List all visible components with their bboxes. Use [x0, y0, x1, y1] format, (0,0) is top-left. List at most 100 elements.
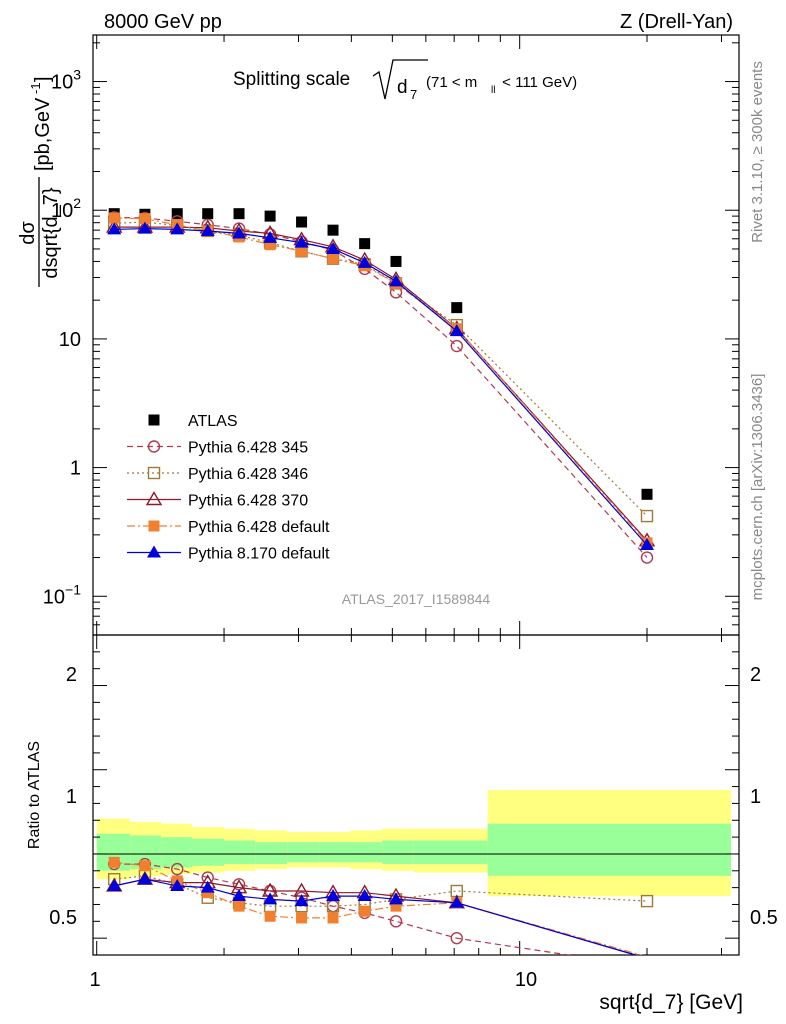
- series-line-pythia-6-428-345: [114, 216, 648, 558]
- title-range-sub: ll: [491, 85, 495, 96]
- y-label-denominator: dsqrt{d_7}: [40, 187, 62, 279]
- ratio-point-pythia-6-428-default-0: [108, 856, 120, 868]
- ratio-uncertainty-bands: [93, 789, 739, 897]
- band-green-3: [192, 838, 225, 866]
- ratio-point-pythia-8-170-default-6: [294, 894, 309, 907]
- legend-marker-pythia-6-428-default: [148, 520, 160, 532]
- plot-title: Splitting scale d 7 (71 < m ll < 111 GeV…: [233, 59, 577, 102]
- ratio-point-pythia-6-428-346-11: [640, 894, 654, 908]
- title-sqrt-arg: d: [397, 77, 408, 98]
- ratio-point-pythia-8-170-default-9: [388, 892, 403, 905]
- ratio-point-pythia-6-428-345-9: [389, 915, 403, 928]
- series-pythia-8-170-default: [107, 221, 655, 551]
- title-text: Splitting scale: [233, 69, 350, 90]
- ratio-point-pythia-8-170-default-2: [170, 878, 185, 891]
- point-pythia-6-428-default-0: [108, 212, 120, 224]
- ratio-point-pythia-8-170-default-8: [357, 889, 372, 902]
- ratio-point-pythia-6-428-default-6: [296, 912, 308, 924]
- ratio-series-pythia-6-428-default: [108, 856, 644, 955]
- ratio-y-axis-label: Ratio to ATLAS: [26, 741, 43, 849]
- legend-entry-pythia-6-428-345: Pythia 6.428 345: [127, 440, 308, 457]
- ratio-point-pythia-8-170-default-3: [200, 880, 215, 893]
- ratio-point-pythia-8-170-default-1: [137, 872, 152, 885]
- ratio-line-pythia-8-170-default: [114, 878, 638, 955]
- legend-entry-pythia-6-428-default: Pythia 6.428 default: [127, 519, 330, 536]
- point-atlas-8: [359, 238, 371, 250]
- top-panel-series: [106, 208, 656, 564]
- legend-marker-pythia-6-428-370: [145, 491, 163, 506]
- y-label-numerator: dσ: [17, 221, 39, 245]
- ratio-point-pythia-6-428-default-3: [202, 887, 214, 899]
- legend-label-pythia-6-428-345: Pythia 6.428 345: [188, 440, 308, 457]
- ratio-point-pythia-6-428-default-1: [139, 860, 151, 872]
- point-atlas-4: [233, 208, 245, 220]
- ratio-right-tick-2: 2: [750, 664, 761, 686]
- legend-marker-atlas: [148, 414, 160, 426]
- legend-entry-pythia-6-428-346: Pythia 6.428 346: [127, 466, 308, 483]
- point-pythia-8-170-default-6: [294, 235, 309, 248]
- point-pythia-8-170-default-1: [137, 221, 152, 234]
- y-label-unit-end: ]: [32, 76, 54, 82]
- ratio-point-pythia-8-170-default-4: [232, 889, 247, 902]
- header-process: Z (Drell-Yan): [620, 11, 733, 33]
- top-y-tick-2: 10: [59, 329, 81, 351]
- point-atlas-11: [641, 488, 653, 500]
- ratio-point-pythia-6-428-default-7: [327, 912, 339, 924]
- band-green-2: [161, 837, 193, 868]
- ratio-point-pythia-8-170-default-10: [449, 895, 464, 908]
- legend-label-pythia-8-170-default: Pythia 8.170 default: [188, 546, 330, 563]
- point-pythia-6-428-345-10: [450, 339, 463, 353]
- ratio-left-tick-05: 0.5: [49, 907, 77, 929]
- analysis-watermark: ATLAS_2017_I1589844: [342, 591, 491, 607]
- legend-label-atlas: ATLAS: [188, 413, 238, 430]
- top-y-tick-3: 1: [70, 458, 81, 480]
- point-atlas-3: [202, 208, 214, 220]
- band-green-7: [318, 842, 351, 863]
- point-pythia-6-428-default-7: [327, 253, 339, 265]
- band-green-10: [413, 840, 488, 865]
- top-y-axis-label: dσ dsqrt{d_7} [pb,GeV -1 ]: [17, 76, 62, 287]
- legend-label-pythia-6-428-370: Pythia 6.428 370: [188, 493, 308, 510]
- point-atlas-10: [451, 302, 463, 314]
- band-green-6: [287, 842, 319, 863]
- point-pythia-8-170-default-2: [170, 222, 185, 235]
- legend-marker-pythia-6-428-346: [147, 466, 161, 480]
- point-pythia-8-170-default-8: [357, 255, 372, 268]
- point-pythia-8-170-default-7: [326, 241, 341, 254]
- legend-label-pythia-6-428-default: Pythia 6.428 default: [188, 519, 330, 536]
- point-atlas-7: [327, 224, 339, 236]
- point-pythia-8-170-default-3: [200, 223, 215, 236]
- point-pythia-8-170-default-4: [232, 226, 247, 239]
- band-green-5: [255, 842, 288, 865]
- header-energy: 8000 GeV pp: [104, 11, 222, 33]
- point-pythia-8-170-default-9: [388, 274, 403, 287]
- point-atlas-9: [390, 255, 402, 267]
- ratio-point-pythia-6-428-default-8: [359, 905, 371, 917]
- title-range-end: < 111 GeV): [498, 74, 577, 91]
- legend-entry-pythia-8-170-default: Pythia 8.170 default: [127, 545, 330, 563]
- point-pythia-6-428-346-11: [640, 509, 654, 523]
- ratio-point-pythia-6-428-345-10: [450, 931, 463, 945]
- ratio-line-pythia-6-428-345: [114, 863, 573, 955]
- x-tick-10: 10: [515, 969, 537, 991]
- rivet-label: Rivet 3.1.10, ≥ 300k events: [749, 61, 766, 243]
- top-y-tick-4: 10−1: [43, 581, 81, 608]
- ratio-point-pythia-8-170-default-0: [107, 878, 122, 891]
- title-range: (71 < m: [426, 74, 477, 91]
- legend-marker-pythia-8-170-default: [147, 545, 161, 558]
- legend-entry-pythia-6-428-370: Pythia 6.428 370: [127, 491, 308, 510]
- ratio-right-tick-05: 0.5: [750, 907, 778, 929]
- point-pythia-8-170-default-10: [449, 324, 464, 337]
- point-pythia-6-428-default-5: [264, 239, 276, 251]
- sqrt-sign: [372, 59, 428, 100]
- point-pythia-6-428-default-1: [139, 213, 151, 225]
- point-atlas-5: [264, 210, 276, 222]
- ratio-left-tick-1: 1: [66, 786, 77, 808]
- point-pythia-8-170-default-5: [263, 230, 278, 243]
- top-panel-ticks: [93, 35, 739, 636]
- legend-marker-pythia-6-428-345: [147, 440, 161, 453]
- ratio-left-tick-2: 2: [66, 664, 77, 686]
- mcplots-label: mcplots.cern.ch [arXiv:1306.3436]: [749, 374, 766, 601]
